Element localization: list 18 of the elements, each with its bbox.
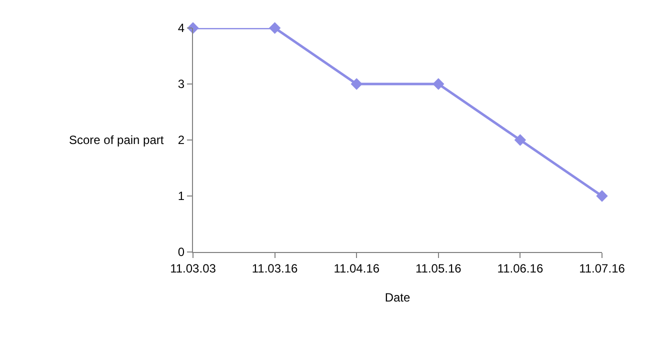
y-axis-title: Score of pain part <box>69 133 164 147</box>
y-tick-label: 4 <box>178 21 185 36</box>
x-tick-label: 11.04.16 <box>334 261 380 276</box>
x-tick-label: 11.03.03 <box>170 261 216 276</box>
y-tick-label: 1 <box>178 189 185 204</box>
point <box>350 78 362 90</box>
point <box>596 190 608 202</box>
point <box>268 22 281 34</box>
point <box>432 78 444 90</box>
x-axis-title: Date <box>384 290 410 304</box>
x-tick-label: 11.05.16 <box>415 261 462 276</box>
y-tick-label: 3 <box>178 77 185 92</box>
y-tick-label: 0 <box>178 245 185 260</box>
x-tick-label: 11.06.16 <box>497 261 544 276</box>
x-tick-label: 11.03.16 <box>252 261 298 276</box>
point <box>514 134 526 146</box>
x-tick-label: 11.07.16 <box>579 261 626 276</box>
y-tick-label: 2 <box>178 133 185 148</box>
